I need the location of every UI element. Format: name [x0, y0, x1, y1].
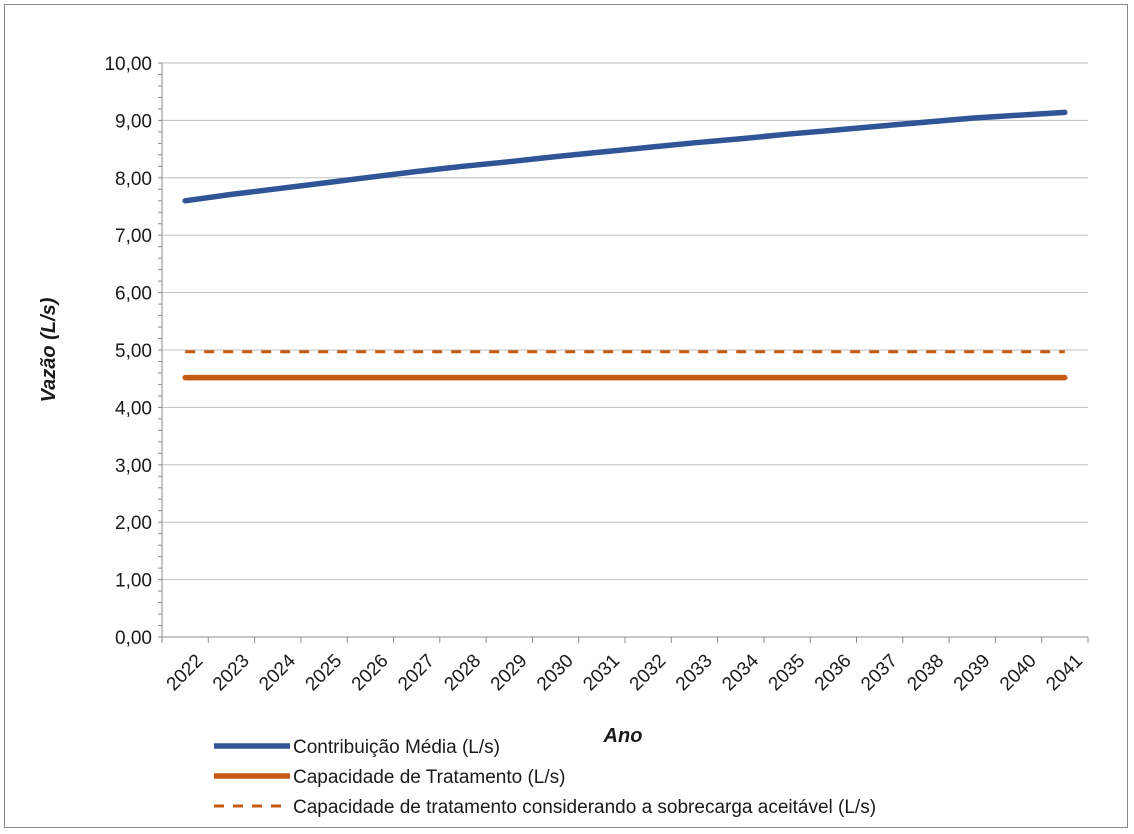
x-tick-label: 2034 — [718, 650, 763, 695]
y-tick-label: 3,00 — [115, 456, 152, 477]
x-tick-label: 2036 — [811, 650, 856, 695]
y-tick-label: 10,00 — [104, 54, 152, 75]
series-line-1 — [182, 109, 1068, 204]
x-tick-label: 2037 — [857, 650, 902, 695]
x-tick-label: 2041 — [1042, 650, 1087, 695]
axes — [158, 62, 1089, 643]
x-tick-label: 2025 — [302, 650, 347, 695]
x-tick-label: 2040 — [996, 650, 1041, 695]
x-tick-label: 2029 — [487, 650, 532, 695]
x-tick-label: 2030 — [533, 650, 578, 695]
legend-label-1: Contribuição Média (L/s) — [293, 737, 500, 758]
x-tick-label: 2038 — [903, 650, 948, 695]
y-tick-label: 4,00 — [115, 398, 152, 419]
gridlines — [162, 62, 1088, 581]
y-tick-label: 0,00 — [115, 628, 152, 649]
y-tick-label: 7,00 — [115, 226, 152, 247]
legend: Contribuição Média (L/s) Capacidade de Tr… — [214, 737, 876, 818]
x-tick-label: 2023 — [209, 650, 254, 695]
y-tick-label: 6,00 — [115, 284, 152, 305]
x-tick-label: 2026 — [348, 650, 393, 695]
y-tick-label: 2,00 — [115, 513, 152, 534]
chart-frame — [4, 4, 1128, 828]
legend-label-3: Capacidade de tratamento considerando a … — [293, 797, 876, 818]
y-axis-title: Vazão (L/s) — [38, 297, 60, 402]
x-tick-label: 2033 — [672, 650, 717, 695]
x-tick-label: 2027 — [394, 650, 439, 695]
x-tick-labels: 2022 2023 2024 2025 2026 2027 2028 2029 2030 2031… — [163, 650, 1087, 695]
y-tick-label: 1,00 — [115, 571, 152, 592]
x-tick-label: 2035 — [765, 650, 810, 695]
y-tick-label: 8,00 — [115, 169, 152, 190]
y-tick-label: 9,00 — [115, 111, 152, 132]
x-tick-label: 2039 — [950, 650, 995, 695]
y-tick-label: 5,00 — [115, 341, 152, 362]
x-tick-label: 2024 — [255, 650, 300, 695]
y-tick-labels: 0,00 1,00 2,00 3,00 4,00 5,00 6,00 7,00 8,00 9,00… — [104, 54, 152, 649]
x-tick-label: 2032 — [626, 650, 671, 695]
x-tick-label: 2028 — [440, 650, 485, 695]
x-axis-title: Ano — [603, 725, 643, 747]
series-lines — [182, 109, 1068, 381]
legend-label-2: Capacidade de Tratamento (L/s) — [293, 767, 566, 788]
x-tick-label: 2031 — [579, 650, 624, 695]
x-tick-label: 2022 — [163, 650, 208, 695]
